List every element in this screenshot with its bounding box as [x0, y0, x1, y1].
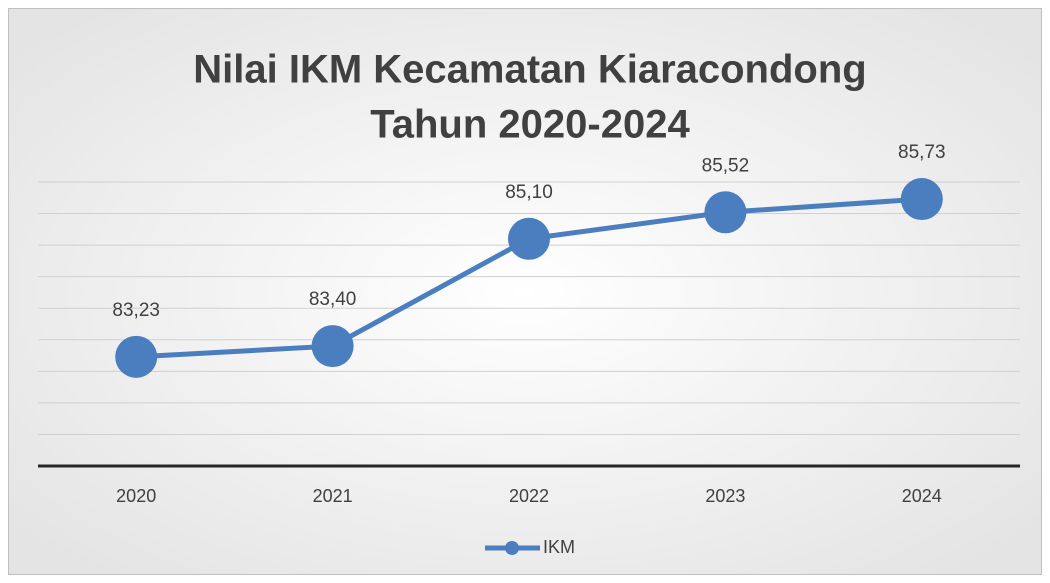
- legend-label: IKM: [543, 537, 575, 557]
- data-point: [900, 178, 943, 221]
- data-label: 83,23: [112, 300, 160, 321]
- legend-marker: [505, 541, 519, 555]
- data-point: [704, 191, 747, 234]
- x-tick-label: 2020: [116, 486, 156, 506]
- x-tick-label: 2022: [509, 486, 549, 506]
- data-label: 83,40: [309, 289, 357, 310]
- data-label: 85,10: [505, 182, 553, 203]
- x-tick-label: 2023: [705, 486, 745, 506]
- chart-title: Nilai IKM Kecamatan Kiaracondong: [193, 48, 866, 92]
- data-label: 85,73: [898, 142, 946, 163]
- x-tick-label: 2024: [902, 486, 942, 506]
- data-label: 85,52: [702, 155, 750, 176]
- data-point: [508, 217, 550, 260]
- x-tick-label: 2021: [313, 486, 353, 506]
- data-point: [311, 325, 354, 368]
- data-point: [115, 335, 158, 378]
- chart-title: Tahun 2020-2024: [370, 103, 690, 147]
- chart-frame: [8, 8, 1042, 575]
